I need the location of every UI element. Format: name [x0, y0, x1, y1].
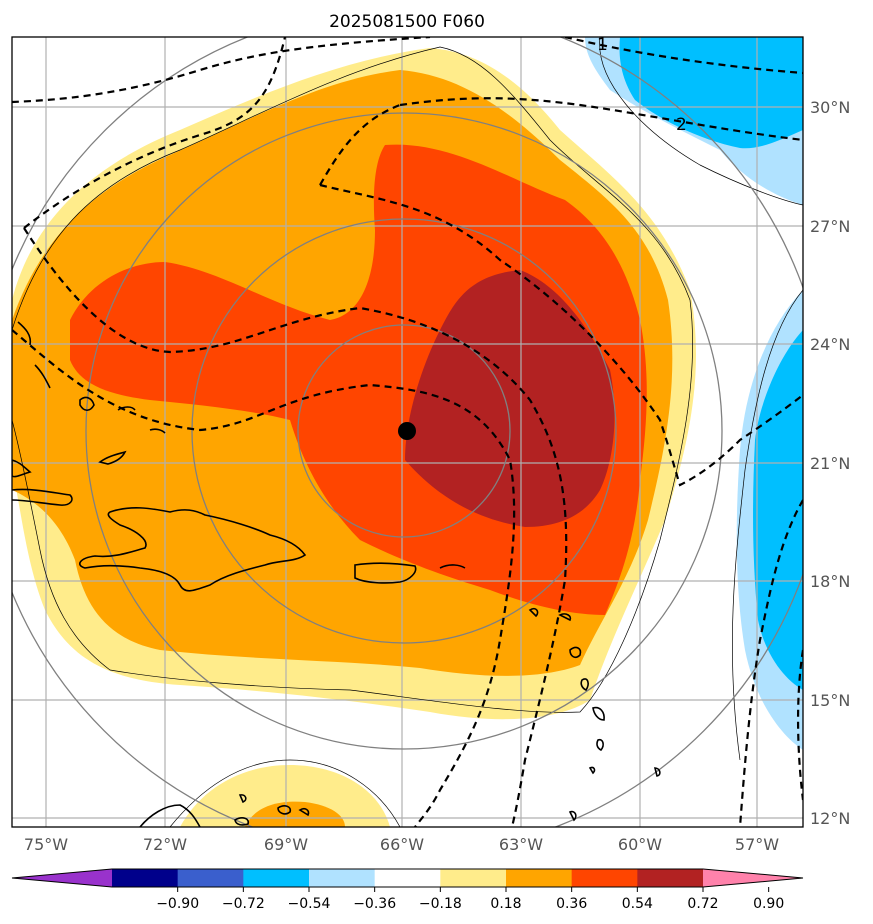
- lon-tick-label: 57°W: [735, 835, 779, 854]
- coast-puerto-rico: [354, 562, 417, 584]
- coastlines: [12, 321, 661, 827]
- coast-lesser-antilles-1: [569, 646, 582, 658]
- colorbar-swatch: [112, 869, 179, 887]
- colorbar-tick-label: 0.36: [556, 896, 587, 912]
- lon-tick-label: 60°W: [618, 835, 662, 854]
- distance-rings: [12, 37, 803, 827]
- coast-bonaire: [298, 808, 310, 817]
- coast-bahamas-2: [79, 396, 95, 412]
- colorbar-swatch: [309, 869, 376, 887]
- lat-labels: 30°N 27°N 24°N 21°N 18°N 15°N 12°N: [810, 98, 850, 828]
- anomaly-fill-orange-south: [245, 801, 345, 827]
- colorbar-swatch: [374, 869, 441, 887]
- coast-virgin-islands: [439, 564, 466, 569]
- coast-bahamas-3: [117, 406, 136, 411]
- colorbar-swatch: [440, 869, 507, 887]
- colorbar-extend-high: [703, 869, 803, 887]
- contour-label-2: 2: [676, 115, 687, 135]
- coast-lesser-antilles-8: [528, 607, 539, 618]
- lat-tick-label: 15°N: [810, 691, 850, 710]
- coast-lesser-antilles-5: [588, 766, 596, 775]
- coast-lesser-antilles-3: [592, 706, 605, 721]
- coast-bahamas-4: [34, 364, 51, 389]
- colorbar-tick-label: 0.72: [687, 896, 718, 912]
- coast-cuba: [12, 459, 32, 478]
- coast-aruba: [238, 794, 247, 804]
- colorbar: −0.90 −0.72 −0.54 −0.36 −0.18 0.18 0.36 0.54 0.7…: [11, 868, 804, 912]
- lon-tick-label: 69°W: [264, 835, 308, 854]
- coast-turks: [149, 428, 166, 434]
- colorbar-tick-label: −0.54: [288, 896, 331, 912]
- coast-jamaica-like: [12, 488, 73, 506]
- lon-labels: 75°W 72°W 69°W 66°W 63°W 60°W 57°W: [24, 835, 779, 854]
- colorbar-tick-label: −0.18: [419, 896, 462, 912]
- colorbar-swatch: [637, 869, 704, 887]
- dashed-contours: [12, 37, 803, 827]
- colorbar-tick-label: −0.72: [222, 896, 265, 912]
- colorbar-tick-label: 0.54: [622, 896, 653, 912]
- colorbar-tick-label: 0.90: [753, 896, 784, 912]
- coast-lesser-antilles-4: [596, 738, 604, 752]
- map-title: 2025081500 F060: [329, 12, 485, 32]
- coast-curacao: [277, 805, 292, 815]
- anomaly-fill-blue-e: [753, 330, 803, 690]
- lat-tick-label: 18°N: [810, 572, 850, 591]
- map-frame: [11, 36, 804, 828]
- lat-tick-label: 21°N: [810, 454, 850, 473]
- lat-tick-label: 12°N: [810, 809, 850, 828]
- colorbar-tick-label: −0.90: [156, 896, 199, 912]
- lon-tick-label: 75°W: [24, 835, 68, 854]
- lat-tick-label: 30°N: [810, 98, 850, 117]
- colorbar-tick-label: 0.18: [490, 896, 521, 912]
- colorbar-outline: [11, 868, 804, 888]
- lat-tick-label: 24°N: [810, 335, 850, 354]
- anomaly-fill-light-yellow-south: [180, 765, 390, 827]
- colorbar-extend-low: [12, 869, 112, 887]
- lat-tick-label: 27°N: [810, 217, 850, 236]
- lon-tick-label: 72°W: [143, 835, 187, 854]
- colorbar-swatch: [571, 869, 638, 887]
- map-area: 1 2: [12, 35, 803, 827]
- coast-lesser-antilles-6: [653, 767, 661, 777]
- thin-contour-ne: [599, 37, 803, 206]
- colorbar-swatch: [243, 869, 310, 887]
- contour-label-1: 1: [597, 35, 608, 55]
- coast-bahamas-1: [98, 450, 127, 465]
- thin-contour-east: [732, 289, 803, 761]
- coast-bahamas-5: [17, 321, 32, 346]
- colorbar-swatch: [177, 869, 244, 887]
- coast-trinidad: [568, 810, 577, 822]
- storm-center-marker: [398, 422, 416, 440]
- lon-tick-label: 63°W: [499, 835, 543, 854]
- coast-south-america: [139, 804, 201, 827]
- thin-contour: [12, 46, 694, 713]
- coast-lesser-antilles-2: [580, 678, 589, 692]
- coast-hispaniola: [79, 507, 307, 592]
- coast-lesser-antilles-7: [558, 613, 572, 622]
- lon-tick-label: 66°W: [380, 835, 424, 854]
- colorbar-tick-label: −0.36: [353, 896, 396, 912]
- thin-contour-south: [169, 759, 401, 827]
- colorbar-swatch: [506, 869, 573, 887]
- coast-margarita: [234, 817, 250, 826]
